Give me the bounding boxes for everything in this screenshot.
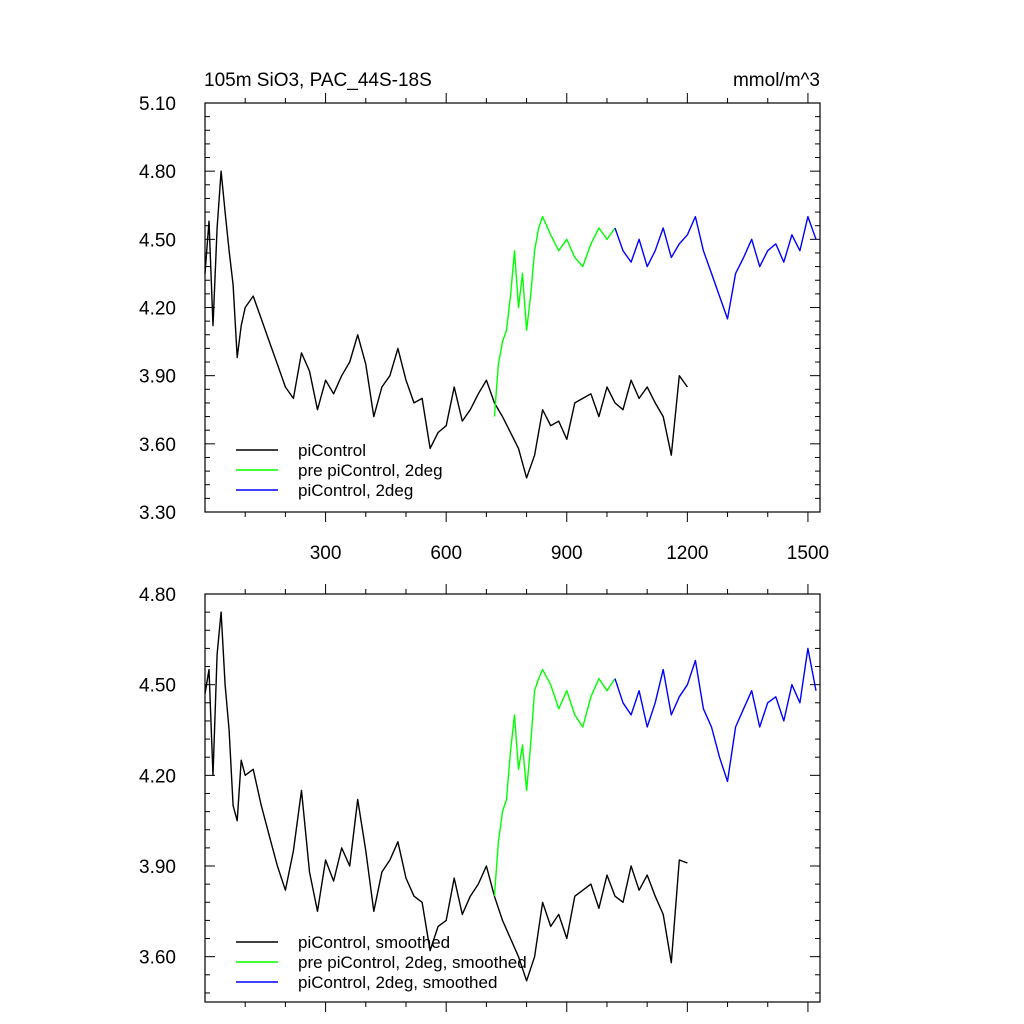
chart-title: 105m SiO3, PAC_44S-18S	[204, 70, 432, 91]
x-tick-label: 300	[310, 543, 342, 564]
top-panel-frame	[204, 102, 821, 513]
series-line-2	[614, 647, 817, 783]
series-line-2	[614, 215, 817, 320]
legend-label-2: piControl, 2deg, smoothed	[298, 973, 497, 992]
series-line-1	[493, 215, 616, 417]
y-tick-label: 4.50	[139, 230, 176, 251]
legend-label-0: piControl	[298, 441, 366, 460]
x-tick-label: 1500	[787, 543, 829, 564]
top-panel-series	[204, 170, 817, 479]
y-tick-label: 4.50	[139, 676, 176, 697]
legend-label-1: pre piControl, 2deg	[298, 461, 443, 480]
x-tick-label: 900	[551, 543, 583, 564]
y-tick-label: 3.60	[139, 435, 176, 456]
y-tick-label: 3.90	[139, 367, 176, 388]
legend-label-1: pre piControl, 2deg, smoothed	[298, 953, 527, 972]
legend-label-2: piControl, 2deg	[298, 481, 413, 500]
legend-label-0: piControl, smoothed	[298, 933, 450, 952]
top-panel-ticks: 3.30 3.60 3.90 4.20 4.50 4.80 5.10 300 600 900 120…	[139, 93, 829, 564]
x-tick-label: 600	[430, 543, 462, 564]
bottom-panel-series	[204, 611, 817, 982]
top-panel: 105m SiO3, PAC_44S-18S mmol/m^3 3.30 3.60…	[139, 70, 829, 564]
series-line-0	[204, 170, 688, 479]
bottom-panel-ticks: 3.60 3.90 4.20 4.50 4.80	[139, 584, 820, 1012]
y-tick-label: 4.20	[139, 766, 176, 787]
y-tick-label: 5.10	[139, 94, 176, 115]
x-tick-label: 1200	[666, 543, 708, 564]
series-line-0	[204, 611, 688, 982]
y-tick-label: 4.80	[139, 162, 176, 183]
series-line-1	[493, 668, 616, 897]
bottom-panel-frame	[204, 593, 821, 1003]
y-tick-label: 3.60	[139, 948, 176, 969]
y-tick-label: 3.90	[139, 857, 176, 878]
units-label: mmol/m^3	[733, 70, 820, 91]
bottom-panel: 3.60 3.90 4.20 4.50 4.80 piControl, smoothed…	[139, 584, 821, 1012]
y-tick-label: 4.20	[139, 299, 176, 320]
y-tick-label: 3.30	[139, 503, 176, 524]
y-tick-label: 4.80	[139, 585, 176, 606]
